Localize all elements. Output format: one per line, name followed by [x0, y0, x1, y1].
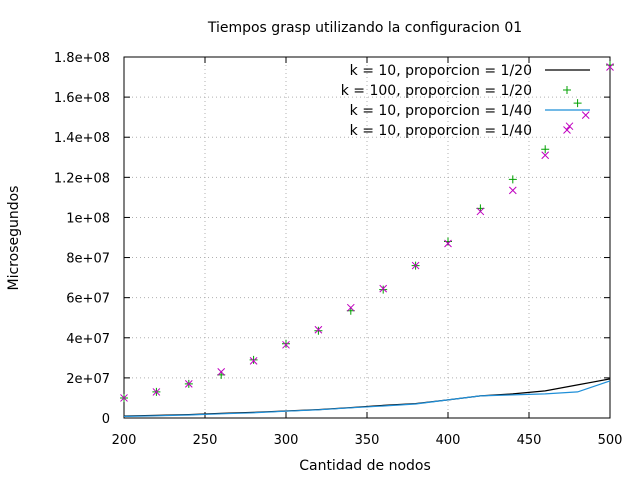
data-point-cross [476, 207, 485, 216]
data-point-plus [282, 339, 290, 348]
data-point-plus [444, 237, 452, 246]
series-line [123, 380, 611, 417]
series [120, 61, 614, 417]
x-axis-tick-labels: 200 250 300 350 400 450 500 [112, 433, 623, 448]
y-tick-label: 1e+08 [66, 211, 110, 226]
data-point-cross [444, 239, 452, 248]
y-axis-label: Microsegundos [6, 186, 22, 291]
data-point-cross [581, 111, 590, 120]
data-point-plus [541, 145, 550, 154]
y-tick-label: 8e+07 [66, 252, 110, 267]
data-point-cross [411, 261, 420, 270]
legend-label: k = 100, proporcion = 1/20 [341, 83, 532, 99]
data-point-cross [249, 356, 258, 365]
data-point-cross [346, 303, 355, 312]
data-point-cross [282, 340, 290, 349]
data-point-cross [541, 151, 550, 160]
x-tick-label: 450 [517, 433, 542, 448]
y-axis-tick-labels: 0 2e+07 4e+07 6e+07 8e+07 1e+08 1.2e+08 1.4e+08… [54, 51, 110, 427]
legend-label: k = 10, proporcion = 1/20 [350, 63, 532, 79]
data-point-plus [249, 355, 258, 364]
data-point-plus [314, 326, 323, 335]
legend-swatch [563, 126, 571, 134]
data-point-plus [508, 175, 517, 184]
data-point-cross [152, 388, 161, 396]
chart-title: Tiempos grasp utilizando la configuracio… [207, 20, 522, 36]
data-point-plus [606, 61, 614, 70]
y-tick-label: 2e+07 [66, 372, 110, 387]
x-tick-label: 200 [112, 433, 137, 448]
series-3 [123, 380, 611, 417]
data-point-cross [120, 394, 128, 402]
x-tick-label: 400 [436, 433, 461, 448]
data-point-cross [184, 380, 193, 388]
data-point-plus [379, 285, 388, 294]
data-point-cross [217, 368, 226, 376]
y-tick-label: 6e+07 [66, 292, 110, 307]
x-tick-label: 350 [355, 433, 380, 448]
grid [124, 57, 610, 418]
data-point-cross [314, 325, 323, 334]
legend-label: k = 10, proporcion = 1/40 [350, 103, 532, 119]
data-point-cross [379, 284, 388, 293]
axis-ticks [123, 56, 611, 419]
data-point-cross [508, 186, 517, 195]
x-tick-label: 500 [598, 433, 623, 448]
x-axis-label: Cantidad de nodos [299, 458, 431, 474]
y-tick-label: 1.2e+08 [54, 171, 110, 186]
data-point-plus [573, 99, 582, 108]
legend-label: k = 10, proporcion = 1/40 [350, 123, 532, 139]
data-point-cross [565, 122, 574, 131]
x-tick-label: 300 [274, 433, 299, 448]
y-tick-label: 4e+07 [66, 332, 110, 347]
y-tick-label: 1.4e+08 [54, 131, 110, 146]
y-tick-label: 1.6e+08 [54, 91, 110, 106]
y-tick-label: 1.8e+08 [54, 51, 110, 66]
legend-swatch [563, 86, 571, 94]
series-4 [120, 63, 614, 402]
legend: k = 10, proporcion = 1/20 k = 100, propor… [341, 63, 590, 139]
y-tick-label: 0 [102, 412, 110, 427]
data-point-cross [606, 63, 614, 71]
x-tick-label: 250 [193, 433, 218, 448]
